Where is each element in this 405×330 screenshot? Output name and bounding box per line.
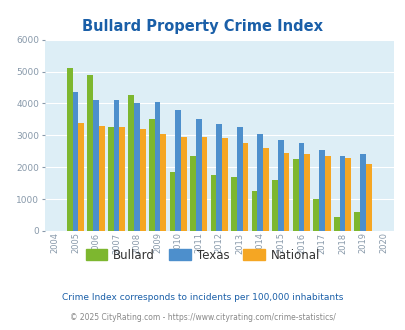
Bar — [140, 129, 145, 231]
Bar — [113, 100, 119, 231]
Bar — [216, 124, 222, 231]
Bar — [210, 175, 216, 231]
Bar — [201, 137, 207, 231]
Text: Crime Index corresponds to incidents per 100,000 inhabitants: Crime Index corresponds to incidents per… — [62, 293, 343, 302]
Bar — [181, 137, 186, 231]
Bar — [108, 127, 113, 231]
Bar — [149, 119, 154, 231]
Bar — [359, 154, 365, 231]
Bar — [272, 180, 277, 231]
Bar — [242, 143, 248, 231]
Bar — [222, 139, 227, 231]
Bar — [99, 126, 104, 231]
Bar — [154, 102, 160, 231]
Bar — [175, 110, 181, 231]
Bar — [87, 75, 93, 231]
Bar — [251, 191, 257, 231]
Bar — [283, 153, 289, 231]
Bar — [230, 177, 237, 231]
Bar — [257, 134, 262, 231]
Bar — [237, 127, 242, 231]
Bar — [339, 156, 345, 231]
Bar — [72, 92, 78, 231]
Bar — [333, 216, 339, 231]
Bar — [134, 103, 140, 231]
Bar — [119, 127, 125, 231]
Bar — [78, 122, 84, 231]
Bar — [318, 150, 324, 231]
Bar — [313, 199, 318, 231]
Bar — [324, 156, 330, 231]
Bar — [298, 143, 303, 231]
Bar — [169, 172, 175, 231]
Bar — [303, 154, 309, 231]
Bar — [354, 212, 359, 231]
Bar — [160, 134, 166, 231]
Bar — [365, 164, 371, 231]
Text: © 2025 CityRating.com - https://www.cityrating.com/crime-statistics/: © 2025 CityRating.com - https://www.city… — [70, 313, 335, 322]
Legend: Bullard, Texas, National: Bullard, Texas, National — [81, 244, 324, 266]
Bar — [277, 140, 283, 231]
Bar — [128, 95, 134, 231]
Bar — [292, 159, 298, 231]
Bar — [195, 119, 201, 231]
Bar — [93, 100, 99, 231]
Bar — [345, 158, 350, 231]
Text: Bullard Property Crime Index: Bullard Property Crime Index — [82, 19, 323, 34]
Bar — [262, 148, 268, 231]
Bar — [190, 156, 195, 231]
Bar — [67, 68, 72, 231]
